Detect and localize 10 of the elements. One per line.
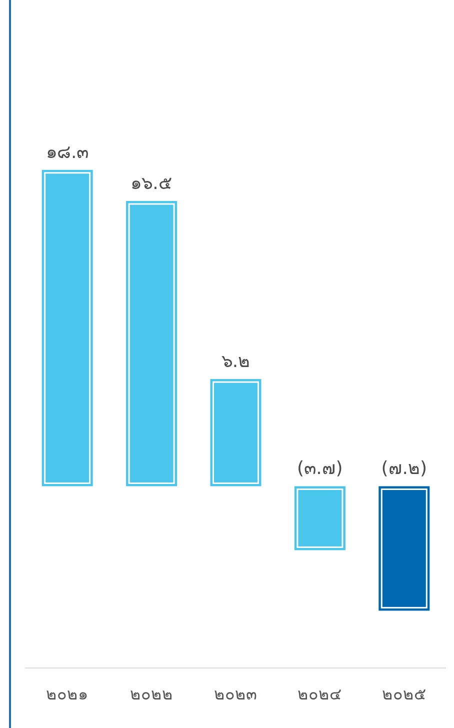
x-tick-label: ๒๐๒๕: [382, 684, 426, 704]
x-tick-label: ๒๐๒๑: [46, 684, 88, 704]
data-label: ๖.๒: [221, 351, 250, 372]
data-label: (๓.๗): [297, 458, 343, 480]
x-tick-label: ๒๐๒๔: [298, 684, 342, 704]
data-label: ๑๖.๕: [130, 172, 172, 194]
x-tick-label: ๒๐๒๒: [130, 684, 173, 704]
x-tick-label: ๒๐๒๓: [214, 684, 257, 704]
data-label: (๗.๒): [381, 458, 428, 480]
data-label: ๑๘.๓: [46, 142, 89, 163]
